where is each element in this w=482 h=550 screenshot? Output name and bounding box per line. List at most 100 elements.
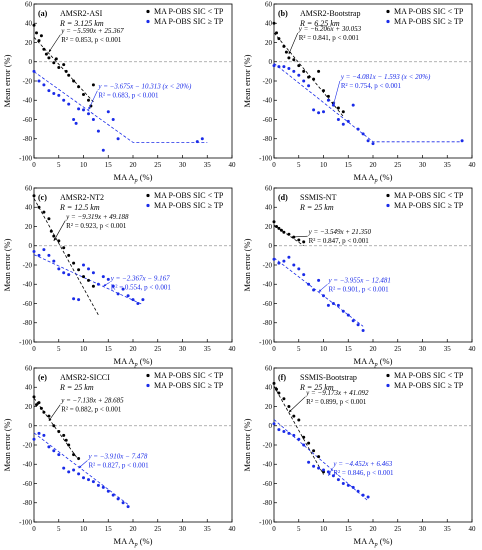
x-tick-label: 20 <box>130 525 138 533</box>
data-point-blue <box>52 92 56 95</box>
x-tick-label: 25 <box>394 161 402 169</box>
x-tick-label: 0 <box>32 161 36 169</box>
y-tick-label: 0 <box>269 58 273 66</box>
data-point-blue <box>356 323 360 327</box>
data-point-blue <box>341 482 345 485</box>
y-tick-label: -60 <box>23 480 33 488</box>
legend-label-black: MA P-OBS SIC < TP <box>154 371 224 380</box>
legend-label-black: MA P-OBS SIC < TP <box>394 371 464 380</box>
data-point-black <box>91 83 95 87</box>
legend-label-blue: MA P-OBS SIC ≥ TP <box>154 201 224 210</box>
legend-label-black: MA P-OBS SIC < TP <box>394 191 464 200</box>
x-axis-label: MA Ap (%) <box>114 536 153 548</box>
x-tick-label: 10 <box>80 345 88 353</box>
x-tick-label: 5 <box>57 161 61 169</box>
y-tick-label: -20 <box>263 441 273 449</box>
data-point-blue <box>72 118 76 121</box>
data-point-black <box>37 39 41 43</box>
fit-equation-black: y = −7.138x + 28.685 <box>60 397 124 405</box>
data-point-blue <box>32 437 36 441</box>
panel-d: 0 5 10 15 20 25 30 35 40 -100 -80 -60 -40 -20 0 20 40 60 M… <box>242 184 476 368</box>
data-point-blue <box>74 121 78 125</box>
data-point-black <box>82 275 85 279</box>
y-tick-label: 0 <box>269 242 273 250</box>
legend-marker-black <box>386 193 390 198</box>
data-point-blue <box>307 460 311 464</box>
data-point-black <box>307 75 311 79</box>
data-point-black <box>44 52 48 56</box>
data-point-black <box>292 58 296 62</box>
data-point-black <box>282 230 286 234</box>
data-point-black <box>287 405 291 408</box>
y-tick-label: 40 <box>265 384 273 392</box>
data-point-blue <box>67 470 71 474</box>
data-point-black <box>272 21 276 25</box>
data-point-black <box>47 56 51 60</box>
data-point-blue <box>121 287 125 291</box>
y-tick-label: -20 <box>263 77 273 85</box>
data-point-blue <box>106 277 110 281</box>
panel-label: (f) <box>278 373 286 382</box>
x-axis-label-text: MA A <box>114 536 136 546</box>
resolution-label: R = 6.25 km <box>299 19 340 28</box>
y-tick-label: -40 <box>23 461 33 469</box>
data-point-black <box>39 34 43 38</box>
data-point-black <box>77 268 81 272</box>
data-point-black <box>64 69 68 73</box>
x-axis-label-text: MA A <box>114 356 136 366</box>
x-tick-label: 25 <box>394 345 402 353</box>
data-point-blue <box>195 140 199 144</box>
x-tick-label: 25 <box>154 161 162 169</box>
y-tick-label: 40 <box>25 204 33 212</box>
data-point-blue <box>42 248 46 252</box>
data-point-blue <box>96 129 100 133</box>
data-point-black <box>312 77 316 81</box>
y-tick-label: 20 <box>25 403 33 411</box>
data-point-black <box>279 228 283 232</box>
y-tick-label: 40 <box>265 20 273 28</box>
x-tick-label: 35 <box>204 525 212 533</box>
x-tick-label: 5 <box>297 161 301 169</box>
annotation-arrow <box>88 90 98 111</box>
fit-line-black <box>33 37 94 103</box>
data-point-blue <box>57 453 61 457</box>
x-tick-label: 0 <box>272 345 276 353</box>
data-point-blue <box>371 142 375 146</box>
x-tick-label: 20 <box>130 345 138 353</box>
data-point-black <box>52 234 56 238</box>
x-tick-label: 10 <box>320 525 328 533</box>
data-point-black <box>67 73 71 77</box>
x-tick-label: 20 <box>370 525 378 533</box>
annotation-arrow <box>48 404 61 422</box>
data-point-blue <box>302 273 306 277</box>
data-point-black <box>37 205 41 209</box>
x-tick-label: 0 <box>272 161 276 169</box>
y-tick-label: 20 <box>265 223 273 231</box>
y-tick-label: 60 <box>25 0 33 8</box>
y-tick-label: 60 <box>25 364 33 372</box>
x-axis-label-text: MA A <box>114 172 136 182</box>
product-name: AMSR2-SICCI <box>60 373 110 382</box>
panel-label: (e) <box>38 373 47 382</box>
x-axis-label: MA Ap (%) <box>354 536 393 548</box>
x-axis-label-text: MA A <box>354 172 376 182</box>
data-point-black <box>77 457 81 460</box>
x-axis-label-unit: (%) <box>138 356 153 366</box>
data-point-blue <box>91 271 95 275</box>
x-axis-label: MA Ap (%) <box>354 172 393 184</box>
data-point-blue <box>336 118 340 121</box>
data-point-blue <box>322 110 325 114</box>
data-point-blue <box>366 495 370 499</box>
data-point-blue <box>302 79 306 83</box>
data-point-blue <box>317 111 321 115</box>
legend-label-black: MA P-OBS SIC < TP <box>154 191 224 200</box>
annotation-arrow <box>53 220 66 242</box>
x-axis-label-unit: (%) <box>138 172 153 182</box>
y-tick-label: -80 <box>263 135 273 143</box>
fit-equation-blue: y = −2.367x − 9.167 <box>110 274 170 282</box>
fit-stats-black: R² = 0.853, p < 0.001 <box>61 36 122 44</box>
data-point-black <box>272 220 276 224</box>
data-point-blue <box>346 483 350 487</box>
y-tick-label: 0 <box>29 422 33 430</box>
